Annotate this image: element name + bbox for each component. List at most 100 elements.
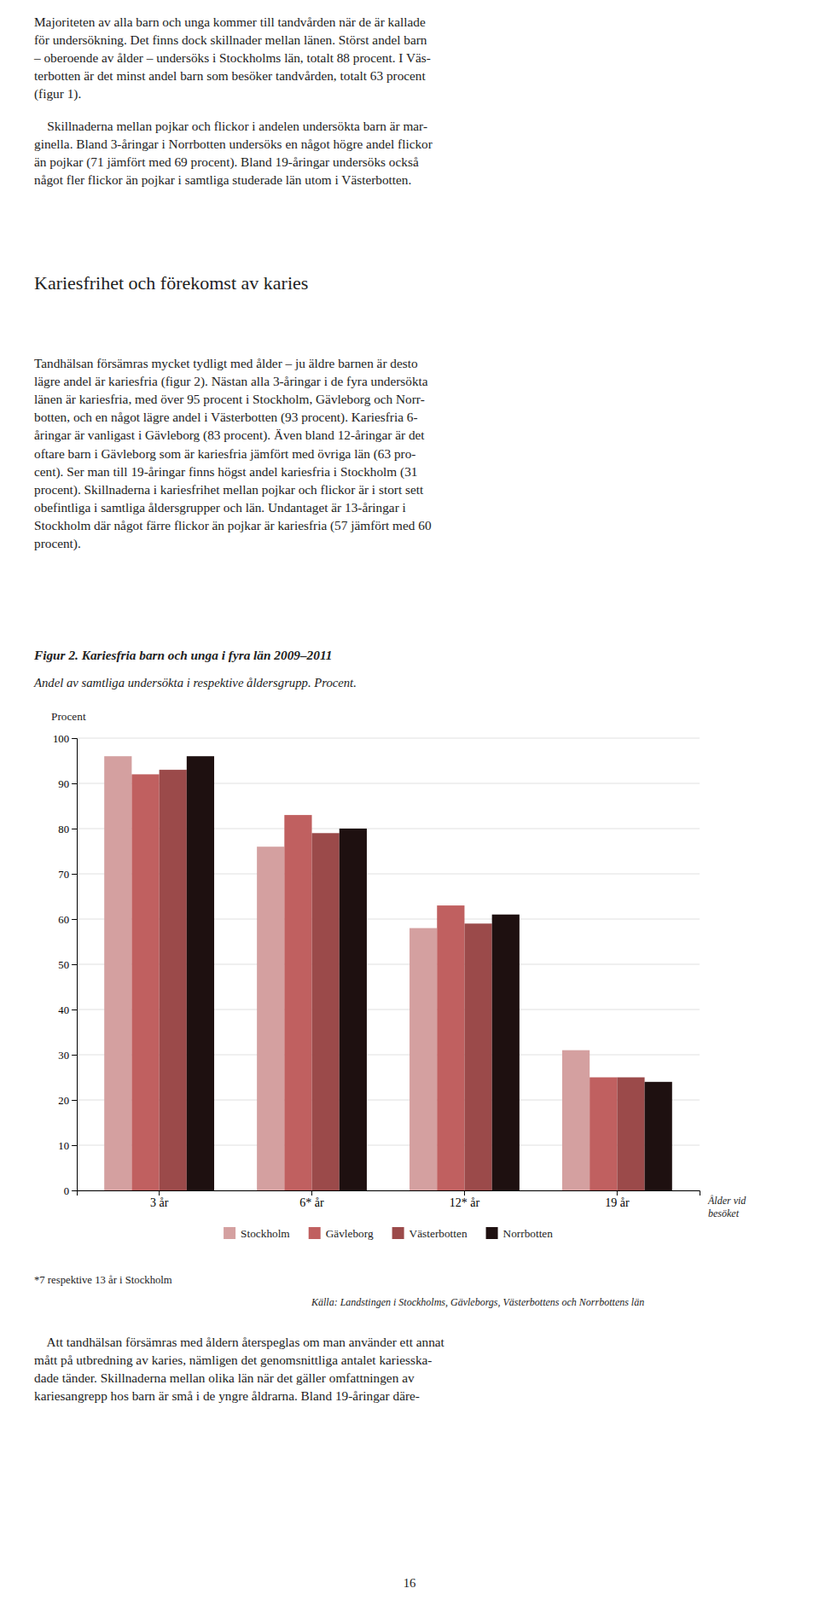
bar xyxy=(562,1050,590,1191)
text-line: Figur 2. Kariesfria barn och unga i fyra… xyxy=(33,647,332,663)
text-line: besöket xyxy=(708,1207,740,1220)
text-line: mått på utbredning av karies, nämligen d… xyxy=(34,1352,432,1367)
paragraph: Att tandhälsan försämras med åldern åter… xyxy=(34,1334,446,1403)
tick-mark xyxy=(71,1099,77,1101)
tick: 3 år xyxy=(150,1190,169,1209)
tick: 6* år xyxy=(299,1190,325,1209)
text-line: för undersökning. Det finns dock skillna… xyxy=(34,32,428,47)
text-line: Skillnaderna mellan pojkar och flickor i… xyxy=(34,118,428,134)
tick-mark xyxy=(71,1190,77,1191)
text-line: Att tandhälsan försämras med åldern åter… xyxy=(34,1334,446,1349)
bar xyxy=(186,755,215,1191)
bar xyxy=(589,1077,617,1191)
tick: 90 xyxy=(58,778,77,790)
text-line: åringar är vanligast i Gävleborg (83 pro… xyxy=(34,427,425,443)
legend-swatch xyxy=(486,1226,499,1239)
series xyxy=(159,769,645,1191)
tick: 40 xyxy=(58,1004,77,1017)
legend-item: Västerbotten xyxy=(392,1226,468,1240)
text-line: Tandhälsan försämras mycket tydligt med … xyxy=(34,355,419,371)
tick-mark xyxy=(71,783,77,785)
y-axis: 0 10 20 30 40 50 60 70 80 90 100 xyxy=(52,732,78,1197)
page-number: 16 xyxy=(403,1575,417,1590)
tick-label: 50 xyxy=(58,958,70,971)
tick: 12* år xyxy=(449,1190,481,1209)
tick-mark xyxy=(71,737,77,739)
text-line: lägre andel är kariesfria (figur 2). Näs… xyxy=(34,373,429,390)
legend-swatch xyxy=(223,1226,236,1239)
bar xyxy=(409,928,437,1191)
tick-label: 20 xyxy=(58,1094,70,1107)
bar xyxy=(256,846,285,1191)
tick: 10 xyxy=(58,1139,77,1152)
tick-label: 70 xyxy=(58,868,70,881)
tick: 19 år xyxy=(604,1190,630,1209)
legend-swatch xyxy=(308,1226,321,1239)
grid-line xyxy=(76,737,700,739)
page: Majoriteten av alla barn och unga kommer… xyxy=(0,0,819,1600)
text-line: Kariesfrihet och förekomst av karies xyxy=(34,272,308,294)
text-line: (figur 1). xyxy=(34,86,82,102)
text-line: *7 respektive 13 år i Stockholm xyxy=(34,1273,173,1286)
paragraph: Tandhälsan försämras mycket tydligt med … xyxy=(34,355,432,552)
legend-item: Norrbotten xyxy=(486,1226,554,1240)
tick-label: 0 xyxy=(63,1184,70,1197)
tick-mark xyxy=(158,1190,160,1196)
tick-mark xyxy=(71,1054,77,1056)
legend: Stockholm Gävleborg Västerbotten Norrbotten xyxy=(223,1226,553,1240)
chart-title: Figur 2. Kariesfria barn och unga i fyra… xyxy=(33,647,332,663)
tick-mark xyxy=(311,1190,313,1196)
tick: 30 xyxy=(58,1049,77,1062)
tick-mark xyxy=(71,828,77,830)
tick-label: 60 xyxy=(58,913,70,926)
tick: 0 xyxy=(63,1184,77,1197)
text-line: terbotten är det minst andel barn som be… xyxy=(34,68,427,83)
axis-line xyxy=(71,738,78,1191)
tick-label: 30 xyxy=(58,1049,70,1062)
legend-label: Västerbotten xyxy=(409,1226,468,1240)
bar xyxy=(492,914,520,1191)
series xyxy=(104,755,590,1191)
legend-label: Stockholm xyxy=(240,1226,291,1240)
chart: 0 10 20 30 40 50 60 70 80 90 100 3 år 6* år 12* år 19 … xyxy=(52,732,701,1209)
text-line: Majoriteten av alla barn och unga kommer… xyxy=(34,14,426,30)
paragraph: Majoriteten av alla barn och unga kommer… xyxy=(33,14,431,102)
tick: 20 xyxy=(58,1094,77,1107)
text-line: Ålder vid xyxy=(707,1194,747,1207)
tick-mark xyxy=(616,1190,618,1196)
chart-subtitle: Andel av samtliga undersökta i respektiv… xyxy=(33,675,357,690)
tick-mark xyxy=(71,964,77,965)
y-axis-title: Procent xyxy=(51,709,87,723)
tick: 50 xyxy=(58,958,77,971)
bar xyxy=(284,814,312,1191)
paragraph: Skillnaderna mellan pojkar och flickor i… xyxy=(34,118,433,187)
series xyxy=(186,755,673,1191)
tick: 80 xyxy=(58,823,77,836)
text-line: Källa: Landstingen i Stockholms, Gävlebo… xyxy=(310,1295,645,1308)
source: Källa: Landstingen i Stockholms, Gävlebo… xyxy=(310,1295,645,1308)
bar xyxy=(616,1077,645,1191)
legend-label: Norrbotten xyxy=(503,1226,554,1240)
tick: 60 xyxy=(58,913,77,926)
tick-label: 19 år xyxy=(604,1196,630,1209)
bar xyxy=(131,773,159,1191)
tick-mark xyxy=(464,1190,465,1196)
tick-mark xyxy=(71,918,77,920)
tick-label: 90 xyxy=(58,778,70,790)
text-line: Stockholm där något färre flickor än poj… xyxy=(34,517,432,534)
tick-label: 100 xyxy=(52,732,70,745)
tick: 100 xyxy=(52,732,77,745)
text-line: dade tänder. Skillnaderna mellan olika l… xyxy=(34,1370,415,1385)
legend-item: Gävleborg xyxy=(308,1226,374,1240)
heading: Kariesfrihet och förekomst av karies xyxy=(34,272,308,294)
bar xyxy=(312,832,340,1191)
legend-swatch xyxy=(392,1226,405,1239)
footnote: *7 respektive 13 år i Stockholm xyxy=(34,1273,173,1286)
text-line: något fler flickor än pojkar i samtliga … xyxy=(34,172,412,187)
bar xyxy=(339,828,367,1191)
legend-label: Gävleborg xyxy=(325,1226,374,1240)
tick-label: 10 xyxy=(58,1139,70,1152)
bars xyxy=(104,755,673,1191)
text-line: ginella. Bland 3-åringar i Norrbotten un… xyxy=(34,136,433,152)
text-line: procent). xyxy=(34,535,82,552)
